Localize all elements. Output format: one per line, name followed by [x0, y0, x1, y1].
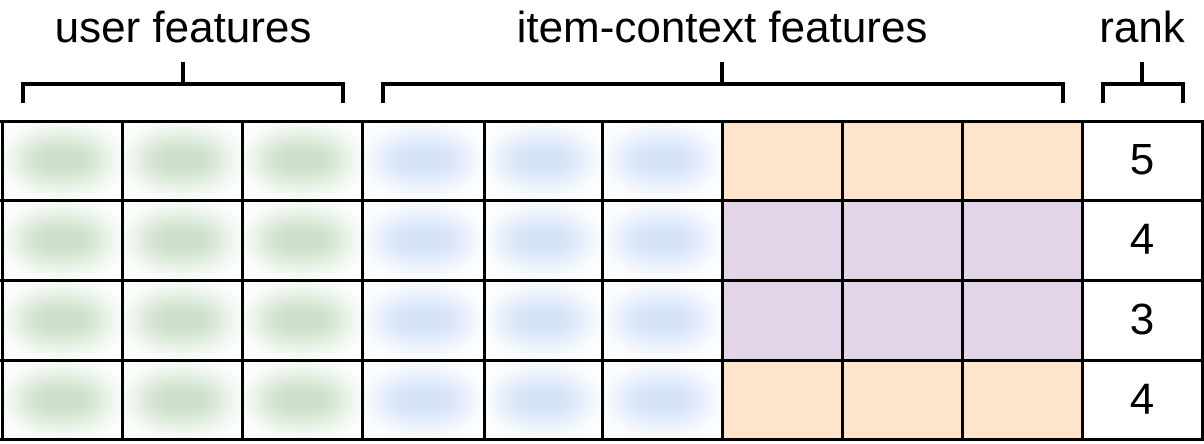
user-feature-cell	[122, 360, 242, 440]
item-feature-cell	[484, 360, 602, 440]
user-feature-cell	[122, 120, 242, 200]
user-feature-cell	[2, 120, 122, 200]
item-feature-cell	[362, 120, 484, 200]
user-feature-blob	[14, 376, 110, 424]
context-feature-cell	[722, 280, 842, 360]
item-feature-blob	[614, 136, 710, 184]
grid-line	[1081, 120, 1084, 441]
user-feature-blob	[254, 136, 350, 184]
item-feature-blob	[374, 296, 472, 344]
item-feature-blob	[614, 216, 710, 264]
rank-bracket	[1101, 62, 1185, 103]
grid-line	[361, 120, 364, 441]
item-feature-cell	[602, 120, 722, 200]
rank-label: rank	[1099, 3, 1185, 52]
item-feature-blob	[374, 216, 472, 264]
user-feature-cell	[242, 200, 362, 280]
user-feature-cell	[122, 200, 242, 280]
feature-grid: 5 4 3 4	[0, 120, 1204, 444]
context-feature-cell	[962, 120, 1082, 200]
item-feature-blob	[614, 376, 710, 424]
grid-line	[1, 120, 4, 441]
grid-line	[121, 120, 124, 441]
item-feature-blob	[496, 136, 590, 184]
rank-value: 3	[1129, 295, 1155, 344]
context-feature-cell	[842, 280, 962, 360]
user-feature-blob	[14, 296, 110, 344]
item-feature-cell	[484, 200, 602, 280]
user-feature-cell	[2, 280, 122, 360]
user-features-bracket	[21, 62, 345, 103]
user-feature-blob	[14, 216, 110, 264]
grid-line	[841, 120, 844, 441]
context-feature-cell	[962, 280, 1082, 360]
user-feature-cell	[242, 120, 362, 200]
rank-value: 4	[1129, 375, 1155, 424]
brackets	[21, 62, 1185, 103]
item-feature-blob	[374, 136, 472, 184]
grid-line	[1201, 120, 1204, 441]
context-feature-cell	[722, 200, 842, 280]
item-feature-cell	[484, 120, 602, 200]
item-feature-blob	[496, 376, 590, 424]
grid-line	[601, 120, 604, 441]
grid-line	[721, 120, 724, 441]
item-feature-cell	[602, 280, 722, 360]
user-feature-blob	[134, 376, 230, 424]
item-context-features-label: item-context features	[516, 3, 928, 52]
item-feature-cell	[362, 200, 484, 280]
item-feature-blob	[496, 296, 590, 344]
item-feature-cell	[602, 360, 722, 440]
user-feature-cell	[242, 280, 362, 360]
context-feature-cell	[722, 120, 842, 200]
user-feature-cell	[242, 360, 362, 440]
context-feature-cell	[842, 200, 962, 280]
user-feature-blob	[134, 296, 230, 344]
grid-line	[241, 120, 244, 441]
item-context-features-bracket	[381, 62, 1065, 103]
user-feature-blob	[254, 376, 350, 424]
item-feature-cell	[362, 360, 484, 440]
context-feature-cell	[962, 360, 1082, 440]
user-feature-blob	[254, 216, 350, 264]
grid-line	[961, 120, 964, 441]
rank-value: 4	[1129, 215, 1155, 264]
item-feature-cell	[484, 280, 602, 360]
user-feature-cell	[2, 200, 122, 280]
user-feature-cell	[2, 360, 122, 440]
user-feature-blob	[14, 136, 110, 184]
user-feature-blob	[254, 296, 350, 344]
item-feature-cell	[602, 200, 722, 280]
user-feature-blob	[134, 136, 230, 184]
context-feature-cell	[842, 120, 962, 200]
context-feature-cell	[722, 360, 842, 440]
context-feature-cell	[962, 200, 1082, 280]
item-feature-cell	[362, 280, 484, 360]
user-feature-cell	[122, 280, 242, 360]
context-feature-cell	[842, 360, 962, 440]
item-feature-blob	[614, 296, 710, 344]
user-features-label: user features	[54, 3, 312, 52]
user-feature-blob	[134, 216, 230, 264]
grid-line	[483, 120, 486, 441]
rank-value: 5	[1129, 135, 1155, 184]
item-feature-blob	[496, 216, 590, 264]
item-feature-blob	[374, 376, 472, 424]
